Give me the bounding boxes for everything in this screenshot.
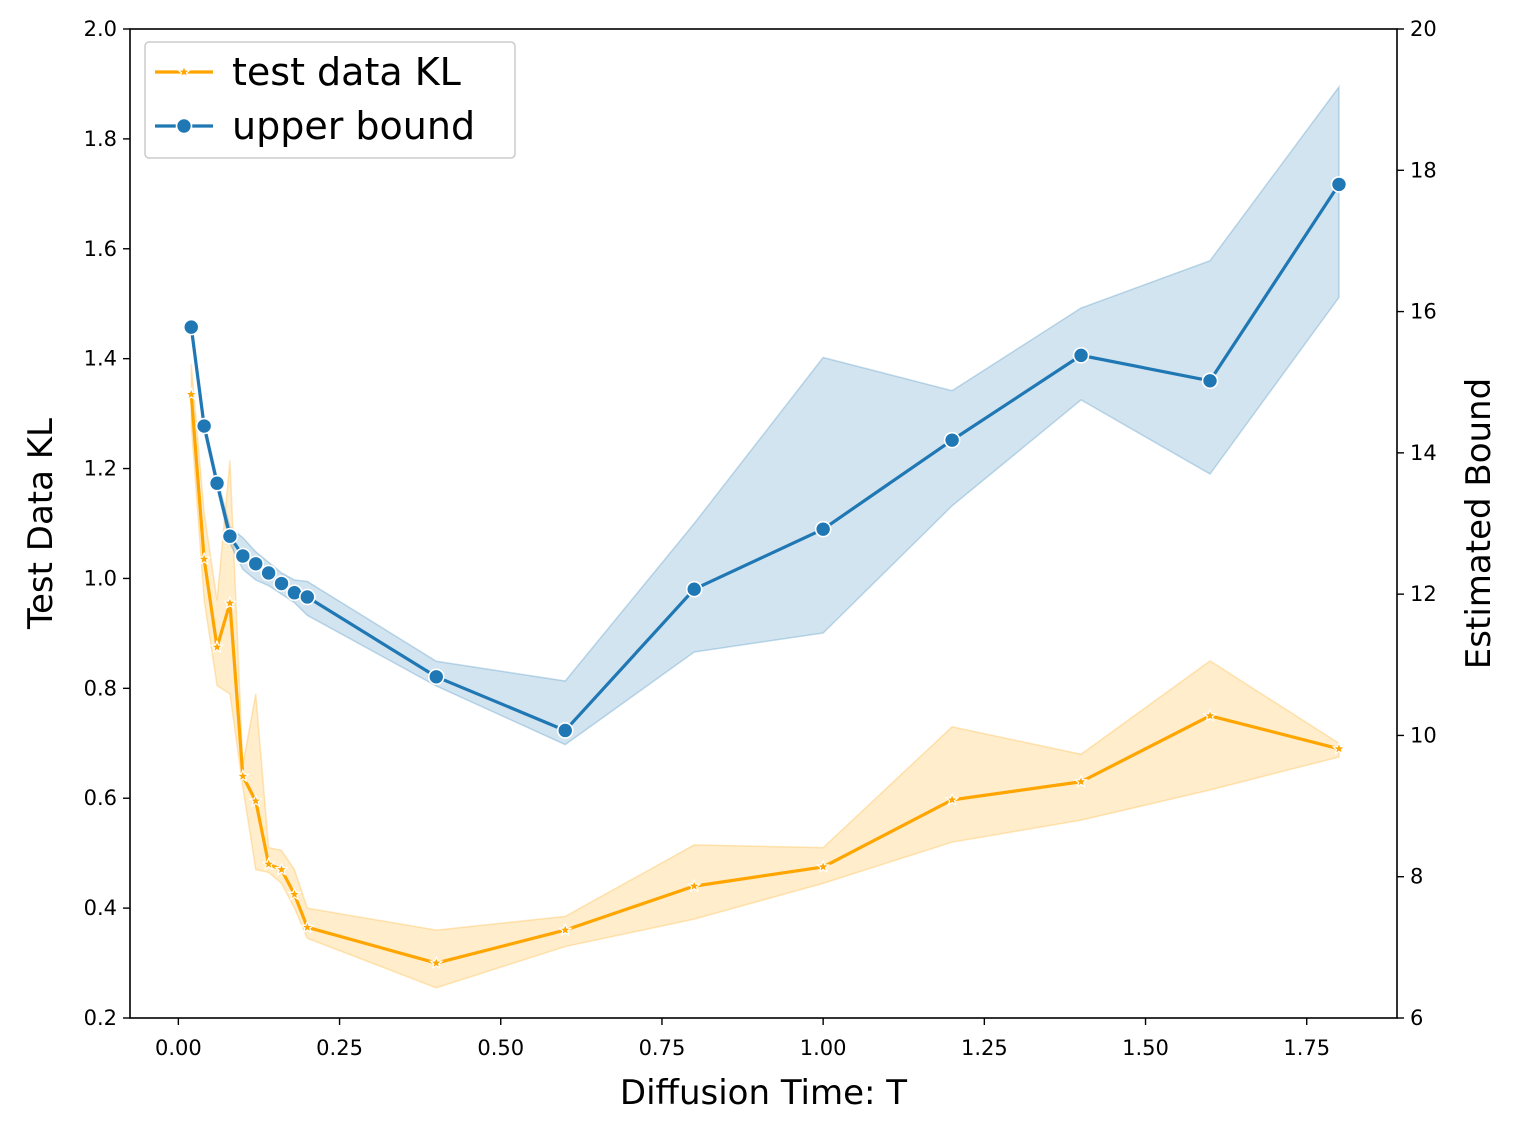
x-tick-label: 0.00 <box>155 1036 202 1060</box>
y-axis-left: 0.2 0.4 0.6 0.8 1.0 1.2 1.4 1.6 1.8 2.0 <box>84 17 130 1030</box>
legend-box <box>144 41 516 159</box>
x-tick-label: 0.75 <box>639 1036 686 1060</box>
legend-label: upper bound <box>232 104 475 148</box>
y-left-tick-label: 1.4 <box>84 347 117 371</box>
legend-entry-upper-bound: upper bound <box>155 104 475 148</box>
point-test-data-kl <box>222 595 238 610</box>
y-right-tick-label: 12 <box>1410 582 1437 606</box>
x-tick-label: 1.25 <box>961 1036 1008 1060</box>
point-upper-bound <box>299 588 316 606</box>
y-right-tick-label: 18 <box>1410 158 1437 182</box>
y-left-tick-label: 1.6 <box>84 237 117 261</box>
point-test-data-kl <box>815 859 831 874</box>
y-left-tick-label: 2.0 <box>84 17 117 41</box>
point-test-data-kl <box>209 639 225 654</box>
y-left-tick-label: 0.6 <box>84 786 117 810</box>
point-upper-bound <box>1072 347 1090 364</box>
point-upper-bound <box>943 431 961 449</box>
point-upper-bound <box>814 520 832 538</box>
point-upper-bound <box>685 580 703 598</box>
point-upper-bound <box>273 575 290 592</box>
legend-marker <box>176 64 192 79</box>
point-test-data-kl <box>1331 741 1347 755</box>
point-upper-bound <box>247 555 265 573</box>
point-upper-bound <box>182 318 200 336</box>
legend-marker <box>175 117 193 135</box>
point-upper-bound <box>208 474 226 492</box>
point-test-data-kl <box>196 551 212 566</box>
y-left-tick-label: 1.8 <box>84 127 117 151</box>
legend-entry-test-data-kl: test data KL <box>155 50 461 94</box>
legend-label: test data KL <box>232 50 461 94</box>
point-test-data-kl <box>1073 774 1089 788</box>
y-axis-right: 6 8 10 12 14 16 18 20 <box>1397 17 1437 1030</box>
y-left-tick-label: 0.4 <box>84 896 117 920</box>
point-upper-bound <box>1201 372 1219 390</box>
point-upper-bound <box>260 564 277 582</box>
x-tick-label: 1.75 <box>1283 1036 1330 1060</box>
y-right-tick-label: 20 <box>1410 17 1437 41</box>
y-left-tick-label: 0.2 <box>84 1006 117 1030</box>
point-test-data-kl <box>248 793 264 808</box>
x-axis-title: Diffusion Time: T <box>620 1073 907 1113</box>
point-upper-bound <box>556 722 574 739</box>
y-left-tick-label: 1.0 <box>84 566 117 590</box>
series-markers <box>182 176 1348 970</box>
point-upper-bound <box>221 527 239 545</box>
point-upper-bound <box>427 668 445 686</box>
line-test-data-kl <box>189 394 1340 965</box>
point-upper-bound <box>234 547 252 565</box>
point-test-data-kl <box>261 856 276 871</box>
point-test-data-kl <box>944 792 960 807</box>
x-tick-label: 1.50 <box>1122 1036 1169 1060</box>
point-upper-bound <box>1330 176 1348 193</box>
point-test-data-kl <box>557 922 573 937</box>
y-left-tick-label: 0.8 <box>84 676 117 700</box>
point-test-data-kl <box>1202 708 1218 722</box>
y-axis-right-title: Estimated Bound <box>1459 378 1499 669</box>
point-test-data-kl <box>274 862 289 876</box>
band-upper-bound <box>190 84 1340 746</box>
point-test-data-kl <box>686 878 702 893</box>
y-right-tick-label: 8 <box>1410 865 1423 889</box>
legend: test data KL upper bound <box>144 41 516 159</box>
plot-frame <box>129 28 1398 1019</box>
x-tick-label: 1.00 <box>800 1036 847 1060</box>
y-left-tick-label: 1.2 <box>84 457 117 481</box>
point-test-data-kl <box>183 386 199 401</box>
x-tick-label: 0.50 <box>477 1036 524 1060</box>
y-right-tick-label: 14 <box>1410 441 1437 465</box>
point-test-data-kl <box>235 768 251 783</box>
x-axis: 0.00 0.25 0.50 0.75 1.00 1.25 1.50 1.75 <box>155 1018 1330 1060</box>
y-axis-left-title: Test Data KL <box>21 418 61 630</box>
y-right-tick-label: 16 <box>1410 300 1437 324</box>
point-test-data-kl <box>429 955 444 970</box>
y-right-tick-label: 6 <box>1410 1006 1423 1030</box>
point-test-data-kl <box>300 919 315 934</box>
x-tick-label: 0.25 <box>316 1036 363 1060</box>
point-upper-bound <box>195 417 213 435</box>
y-right-tick-label: 10 <box>1410 723 1437 747</box>
point-test-data-kl <box>287 886 302 901</box>
